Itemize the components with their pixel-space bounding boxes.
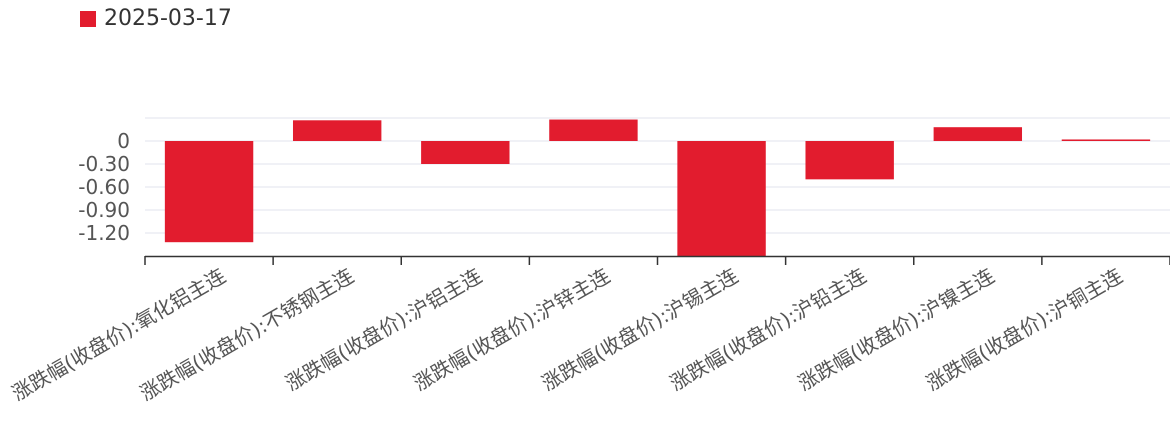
bar [805, 141, 894, 180]
y-tick-label: -0.90 [78, 198, 130, 222]
bar [421, 141, 510, 164]
bar [933, 127, 1023, 141]
bar [549, 119, 638, 141]
bar [1061, 139, 1151, 141]
x-tick-label: 涨跌幅(收盘价):氧化铝主连 [8, 264, 230, 406]
y-tick-label: -1.20 [78, 221, 130, 245]
legend-label: 2025-03-17 [104, 6, 232, 31]
bar [164, 141, 254, 243]
legend[interactable]: 2025-03-17 [80, 6, 232, 31]
legend-swatch [80, 10, 96, 27]
y-tick-label: 0 [117, 129, 130, 153]
x-tick-label: 涨跌幅(收盘价):不锈钢主连 [136, 264, 358, 406]
bar [292, 120, 382, 141]
bar [677, 141, 766, 256]
y-tick-label: -0.30 [78, 152, 130, 176]
y-tick-label: -0.60 [78, 175, 130, 199]
